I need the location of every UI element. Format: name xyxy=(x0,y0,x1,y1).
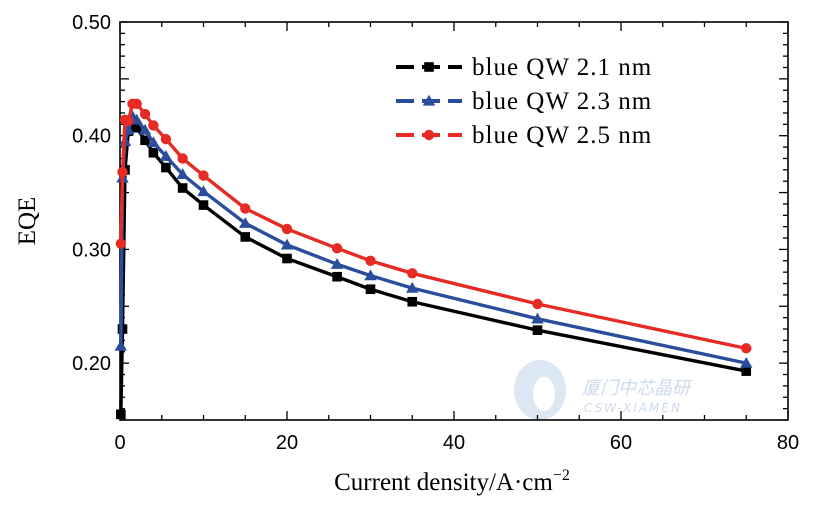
data-point xyxy=(131,98,142,110)
x-axis-tick-labels: 0 20 40 60 80 xyxy=(114,432,799,454)
legend-label: blue QW 2.5 nm xyxy=(472,122,652,149)
series-line xyxy=(119,122,747,415)
legend-marker xyxy=(422,94,436,106)
legend-marker xyxy=(423,129,435,141)
data-point xyxy=(280,238,294,250)
series-3 xyxy=(115,98,752,354)
x-tick-label: 80 xyxy=(777,432,799,454)
data-point xyxy=(116,409,126,420)
x-tick-label: 40 xyxy=(443,432,465,454)
y-tick-label: 0.40 xyxy=(72,126,111,148)
data-point xyxy=(114,339,128,351)
y-tick-label: 0.30 xyxy=(72,239,111,261)
data-point xyxy=(148,147,159,158)
data-point xyxy=(138,123,152,135)
data-point xyxy=(147,136,160,148)
watermark-cn-text: 厦门中芯晶研 xyxy=(582,378,693,399)
watermark-logo-icon xyxy=(514,360,566,420)
data-point xyxy=(177,183,188,193)
data-point xyxy=(161,162,171,173)
data-point xyxy=(117,166,128,178)
legend: blue QW 2.1 nm blue QW 2.3 nm blue QW 2.5 … xyxy=(396,54,652,149)
data-point xyxy=(407,296,418,307)
data-point xyxy=(131,122,142,133)
data-point xyxy=(239,217,252,228)
data-point xyxy=(198,200,209,210)
x-axis-title-main: Current density/A·cm xyxy=(334,469,553,496)
watermark-en-text: CSW-XIAMEN xyxy=(584,401,682,415)
legend-label: blue QW 2.3 nm xyxy=(472,88,652,115)
data-point xyxy=(531,312,544,324)
x-tick-label: 0 xyxy=(114,432,125,454)
y-axis-tick-labels: 0.20 0.30 0.40 0.50 xyxy=(72,12,111,375)
x-axis-title: Current density/A·cm−2 xyxy=(334,467,570,496)
y-tick-label: 0.20 xyxy=(72,353,111,375)
data-point xyxy=(160,133,172,145)
data-point xyxy=(281,223,293,235)
data-point xyxy=(407,268,418,279)
legend-item: blue QW 2.5 nm xyxy=(396,122,652,149)
data-point xyxy=(365,255,376,266)
data-point xyxy=(176,168,189,180)
y-axis-title: EQE xyxy=(14,197,41,246)
data-point xyxy=(177,153,188,164)
series-layer xyxy=(114,98,753,420)
series-line xyxy=(119,114,747,365)
x-tick-label: 20 xyxy=(276,432,298,454)
y-tick-label: 0.50 xyxy=(72,12,111,34)
legend-item: blue QW 2.1 nm xyxy=(396,54,652,81)
data-point xyxy=(123,115,134,127)
data-point xyxy=(364,269,377,281)
data-point xyxy=(148,120,159,131)
watermark: 厦门中芯晶研 CSW-XIAMEN xyxy=(514,360,693,420)
x-axis-title-superscript: −2 xyxy=(553,467,570,484)
data-point xyxy=(139,108,151,120)
data-point xyxy=(741,366,752,376)
series-line xyxy=(119,102,747,351)
series-1 xyxy=(116,119,752,420)
data-point xyxy=(532,298,543,310)
data-point xyxy=(240,232,251,242)
data-point xyxy=(130,113,143,125)
data-point xyxy=(532,325,543,335)
series-2 xyxy=(114,110,753,368)
data-point xyxy=(331,243,343,254)
data-point xyxy=(740,356,753,368)
data-point xyxy=(332,271,342,282)
data-point xyxy=(406,281,419,293)
data-point xyxy=(365,284,376,295)
data-point xyxy=(140,135,150,146)
data-point xyxy=(282,253,292,264)
data-point xyxy=(197,185,210,197)
legend-item: blue QW 2.3 nm xyxy=(396,88,652,115)
legend-label: blue QW 2.1 nm xyxy=(472,54,652,81)
legend-marker xyxy=(424,62,434,72)
x-tick-label: 60 xyxy=(610,432,632,454)
data-point xyxy=(159,149,173,161)
data-point xyxy=(741,343,752,354)
data-point xyxy=(330,258,344,269)
data-point xyxy=(198,170,209,181)
data-point xyxy=(115,238,127,249)
data-point xyxy=(240,203,251,214)
